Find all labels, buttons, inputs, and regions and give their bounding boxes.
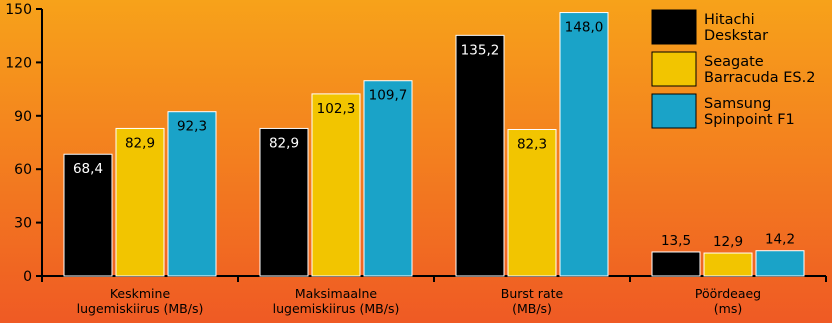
y-tick-label: 90 xyxy=(14,109,32,125)
legend-label-line: Hitachi xyxy=(704,12,755,28)
bar-value-label: 82,3 xyxy=(517,137,547,153)
legend-label-line: Samsung xyxy=(704,96,771,112)
bar-hitachi xyxy=(455,34,505,277)
bar-value-label: 14,2 xyxy=(765,232,795,248)
x-category-label-line: lugemiskiirus (MB/s) xyxy=(77,301,204,316)
bar-seagate xyxy=(311,93,361,277)
bar-value-label: 92,3 xyxy=(177,119,207,135)
x-category-label-line: Burst rate xyxy=(501,286,564,301)
legend-label-line: Barracuda ES.2 xyxy=(704,70,815,86)
bar-value-label: 135,2 xyxy=(461,42,500,58)
bar-seagate xyxy=(507,129,557,277)
legend-label: Seagate Barracuda ES.2 xyxy=(704,54,815,86)
x-category-label-line: Pöördeaeg xyxy=(695,286,761,301)
x-category-label-line: lugemiskiirus (MB/s) xyxy=(273,301,400,316)
legend-label-line: Deskstar xyxy=(704,28,768,44)
legend-label: Samsung Spinpoint F1 xyxy=(704,96,795,128)
bar-value-label: 109,7 xyxy=(369,88,408,104)
bar-samsung xyxy=(167,111,217,277)
x-category-label-line: (MB/s) xyxy=(512,301,552,316)
legend-label-line: Spinpoint F1 xyxy=(704,112,795,128)
bar-value-label: 12,9 xyxy=(713,234,743,250)
bar-hitachi xyxy=(259,127,309,277)
legend-label-line: Seagate xyxy=(704,54,764,70)
bar-seagate xyxy=(703,252,753,277)
legend-swatch-seagate xyxy=(651,51,697,87)
bar-samsung xyxy=(755,250,805,277)
legend-swatch-hitachi xyxy=(651,9,697,45)
bar-value-label: 148,0 xyxy=(565,20,604,36)
x-category-label: Pöördeaeg (ms) xyxy=(695,286,761,316)
bar-hitachi xyxy=(63,153,113,277)
bar-seagate xyxy=(115,127,165,277)
x-category-label: Burst rate (MB/s) xyxy=(501,286,564,316)
legend-label: Hitachi Deskstar xyxy=(704,12,768,44)
y-tick-label: 0 xyxy=(23,269,32,285)
bar-samsung xyxy=(363,80,413,277)
bar-value-label: 82,9 xyxy=(269,135,299,151)
y-tick-label: 60 xyxy=(14,162,32,178)
x-category-label: Keskmine lugemiskiirus (MB/s) xyxy=(77,286,204,316)
bar-hitachi xyxy=(651,251,701,277)
bar-value-label: 82,9 xyxy=(125,135,155,151)
x-category-label-line: Keskmine xyxy=(110,286,171,301)
y-tick-label: 30 xyxy=(14,216,32,232)
x-category-label-line: Maksimaalne xyxy=(295,286,378,301)
x-category-label: Maksimaalne lugemiskiirus (MB/s) xyxy=(273,286,400,316)
bar-value-label: 68,4 xyxy=(73,161,103,177)
bar-value-label: 102,3 xyxy=(317,101,356,117)
bar-value-label: 13,5 xyxy=(661,233,691,249)
legend-swatch-samsung xyxy=(651,93,697,129)
y-tick-label: 150 xyxy=(5,2,32,18)
x-category-label-line: (ms) xyxy=(714,301,742,316)
bar-samsung xyxy=(559,12,609,277)
y-tick-label: 120 xyxy=(5,55,32,71)
